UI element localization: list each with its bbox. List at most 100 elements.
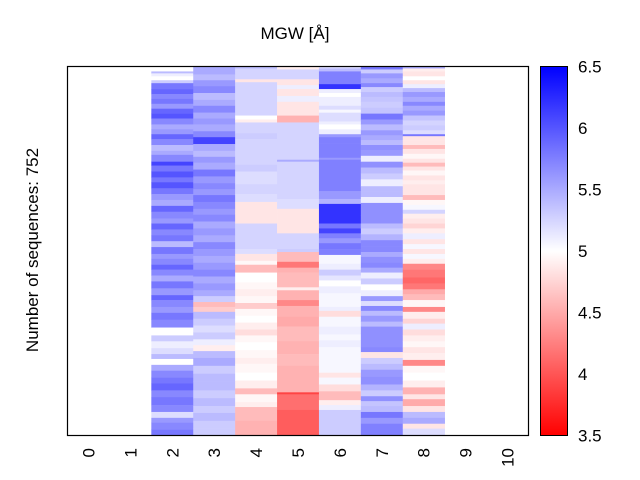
heatmap-cell-col6-seg2 bbox=[318, 71, 362, 85]
heatmap-cell-col6-seg38 bbox=[318, 316, 362, 327]
heatmap-cell-col6-seg15 bbox=[318, 137, 362, 144]
heatmap-cell-col4-seg14 bbox=[235, 201, 278, 215]
heatmap-cell-col8-seg12 bbox=[402, 115, 445, 121]
heatmap-cell-col7-seg39 bbox=[360, 278, 404, 285]
heatmap-cell-col7-seg62 bbox=[360, 411, 404, 419]
heatmap-cell-col7-seg32 bbox=[360, 240, 404, 247]
heatmap-cell-col6-seg9 bbox=[318, 109, 362, 113]
heatmap-cell-col4-seg37 bbox=[235, 380, 278, 389]
heatmap-cell-col3-seg44 bbox=[193, 351, 236, 359]
heatmap-cell-col2-seg7 bbox=[151, 93, 194, 100]
heatmap-cell-col4-seg13 bbox=[235, 194, 278, 203]
heatmap-cell-col4-seg16 bbox=[235, 223, 278, 242]
heatmap-cell-col2-seg60 bbox=[151, 405, 194, 413]
heatmap-cell-col8-seg9 bbox=[402, 101, 445, 107]
heatmap-cell-col3-seg13 bbox=[193, 150, 236, 158]
heatmap-cell-col2-seg5 bbox=[151, 83, 194, 90]
heatmap-cell-col3-seg50 bbox=[193, 398, 236, 407]
heatmap-cell-col5-seg24 bbox=[277, 300, 320, 307]
heatmap-cell-col2-seg14 bbox=[151, 129, 194, 135]
heatmap-cell-col5-seg12 bbox=[277, 186, 320, 200]
heatmap-cells bbox=[151, 66, 445, 436]
heatmap-cell-col6-seg11 bbox=[318, 121, 362, 125]
heatmap-cell-col5-seg19 bbox=[277, 261, 320, 268]
heatmap-cell-col4-seg22 bbox=[235, 272, 278, 283]
heatmap-cell-col3-seg26 bbox=[193, 235, 236, 243]
heatmap-cell-col6-seg41 bbox=[318, 340, 362, 348]
heatmap-cell-col7-seg44 bbox=[360, 305, 404, 312]
heatmap-cell-col8-seg70 bbox=[402, 423, 445, 429]
heatmap-cell-col6-seg17 bbox=[318, 157, 362, 161]
heatmap-cell-col3-seg39 bbox=[193, 318, 236, 326]
heatmap-cell-col7-seg60 bbox=[360, 401, 404, 407]
heatmap-cell-col2-seg32 bbox=[151, 229, 194, 236]
heatmap-cell-col7-seg51 bbox=[360, 347, 404, 353]
heatmap-cell-col4-seg31 bbox=[235, 335, 278, 343]
colorbar-tick-6: 6 bbox=[578, 119, 587, 138]
heatmap-cell-col8-seg46 bbox=[402, 277, 445, 284]
heatmap-cell-col8-seg58 bbox=[402, 347, 445, 354]
heatmap-cell-col4-seg2 bbox=[235, 79, 278, 83]
heatmap-cell-col8-seg13 bbox=[402, 120, 445, 126]
heatmap-cell-col6-seg31 bbox=[318, 275, 362, 281]
heatmap-cell-col4-seg15 bbox=[235, 213, 278, 224]
heatmap-cell-col3-seg53 bbox=[193, 420, 236, 429]
colorbar-tick-4.5: 4.5 bbox=[578, 304, 602, 323]
heatmap-cell-col8-seg68 bbox=[402, 411, 445, 419]
heatmap-cell-col3-seg15 bbox=[193, 162, 236, 170]
heatmap-cell-col8-seg34 bbox=[402, 213, 445, 219]
heatmap-cell-col6-seg0 bbox=[318, 66, 362, 69]
heatmap-cell-col6-seg44 bbox=[318, 362, 362, 373]
heatmap-cell-col7-seg27 bbox=[360, 208, 404, 216]
heatmap-cell-col3-seg33 bbox=[193, 283, 236, 291]
heatmap-cell-col6-seg50 bbox=[318, 405, 362, 411]
heatmap-cell-col7-seg31 bbox=[360, 234, 404, 241]
heatmap-cell-col4-seg8 bbox=[235, 133, 278, 140]
heatmap-cell-col6-seg25 bbox=[318, 238, 362, 244]
heatmap-cell-col7-seg63 bbox=[360, 417, 404, 425]
heatmap-cell-col3-seg51 bbox=[193, 406, 236, 414]
heatmap-cell-col2-seg59 bbox=[151, 397, 194, 406]
heatmap-cell-col2-seg25 bbox=[151, 188, 194, 195]
heatmap-cell-col3-seg3 bbox=[193, 86, 236, 94]
heatmap-cell-col7-seg16 bbox=[360, 145, 404, 151]
heatmap-cell-col3-seg4 bbox=[193, 93, 236, 101]
heatmap-cell-col2-seg61 bbox=[151, 411, 194, 419]
heatmap-cell-col7-seg34 bbox=[360, 251, 404, 258]
heatmap-cell-col8-seg19 bbox=[402, 145, 445, 150]
heatmap-cell-col3-seg28 bbox=[193, 249, 236, 257]
heatmap-cell-col7-seg25 bbox=[360, 197, 404, 204]
heatmap-cell-col4-seg34 bbox=[235, 357, 278, 365]
heatmap-cell-col7-seg29 bbox=[360, 223, 404, 229]
heatmap-cell-col2-seg21 bbox=[151, 165, 194, 172]
heatmap-cell-col7-seg21 bbox=[360, 173, 404, 180]
heatmap-cell-col8-seg63 bbox=[402, 380, 445, 388]
heatmap-cell-col7-seg18 bbox=[360, 155, 404, 162]
heatmap-cell-col8-seg47 bbox=[402, 283, 445, 290]
heatmap-cell-col3-seg47 bbox=[193, 373, 236, 382]
heatmap-cell-col7-seg37 bbox=[360, 267, 404, 273]
heatmap-cell-col7-seg17 bbox=[360, 149, 404, 157]
x-tick-9: 9 bbox=[457, 448, 476, 457]
heatmap-cell-col7-seg61 bbox=[360, 406, 404, 413]
x-tick-3: 3 bbox=[205, 448, 224, 457]
heatmap-cell-col6-seg8 bbox=[318, 105, 362, 110]
heatmap-cell-col5-seg15 bbox=[277, 223, 320, 234]
heatmap-cell-col2-seg2 bbox=[151, 73, 194, 77]
heatmap-cell-col6-seg37 bbox=[318, 310, 362, 318]
heatmap-cell-col3-seg27 bbox=[193, 242, 236, 250]
heatmap-cell-col7-seg56 bbox=[360, 376, 404, 385]
heatmap-cell-col2-seg62 bbox=[151, 417, 194, 424]
heatmap-cell-col8-seg28 bbox=[402, 184, 445, 190]
heatmap-cell-col3-seg7 bbox=[193, 112, 236, 119]
heatmap-cell-col3-seg24 bbox=[193, 221, 236, 229]
heatmap-cell-col3-seg46 bbox=[193, 365, 236, 374]
heatmap-cell-col7-seg46 bbox=[360, 315, 404, 322]
heatmap-cell-col6-seg29 bbox=[318, 263, 362, 270]
heatmap-cell-col2-seg45 bbox=[151, 306, 194, 314]
heatmap-cell-col7-seg9 bbox=[360, 107, 404, 114]
heatmap-cell-col2-seg12 bbox=[151, 118, 194, 125]
x-tick-6: 6 bbox=[331, 448, 350, 457]
heatmap-cell-col3-seg30 bbox=[193, 262, 236, 270]
heatmap-cell-col5-seg3 bbox=[277, 85, 320, 90]
